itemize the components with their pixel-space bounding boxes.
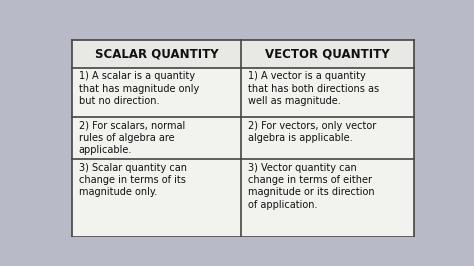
- Text: VECTOR QUANTITY: VECTOR QUANTITY: [265, 47, 390, 60]
- Text: 1) A vector is a quantity
that has both directions as
well as magnitude.: 1) A vector is a quantity that has both …: [248, 72, 379, 106]
- Text: 2) For scalars, normal
rules of algebra are
applicable.: 2) For scalars, normal rules of algebra …: [79, 120, 185, 155]
- Text: 3) Scalar quantity can
change in terms of its
magnitude only.: 3) Scalar quantity can change in terms o…: [79, 163, 187, 197]
- Bar: [72, 40, 414, 68]
- Text: 1) A scalar is a quantity
that has magnitude only
but no direction.: 1) A scalar is a quantity that has magni…: [79, 72, 199, 106]
- Text: 2) For vectors, only vector
algebra is applicable.: 2) For vectors, only vector algebra is a…: [248, 120, 376, 143]
- Text: 3) Vector quantity can
change in terms of either
magnitude or its direction
of a: 3) Vector quantity can change in terms o…: [248, 163, 374, 210]
- Text: SCALAR QUANTITY: SCALAR QUANTITY: [95, 47, 219, 60]
